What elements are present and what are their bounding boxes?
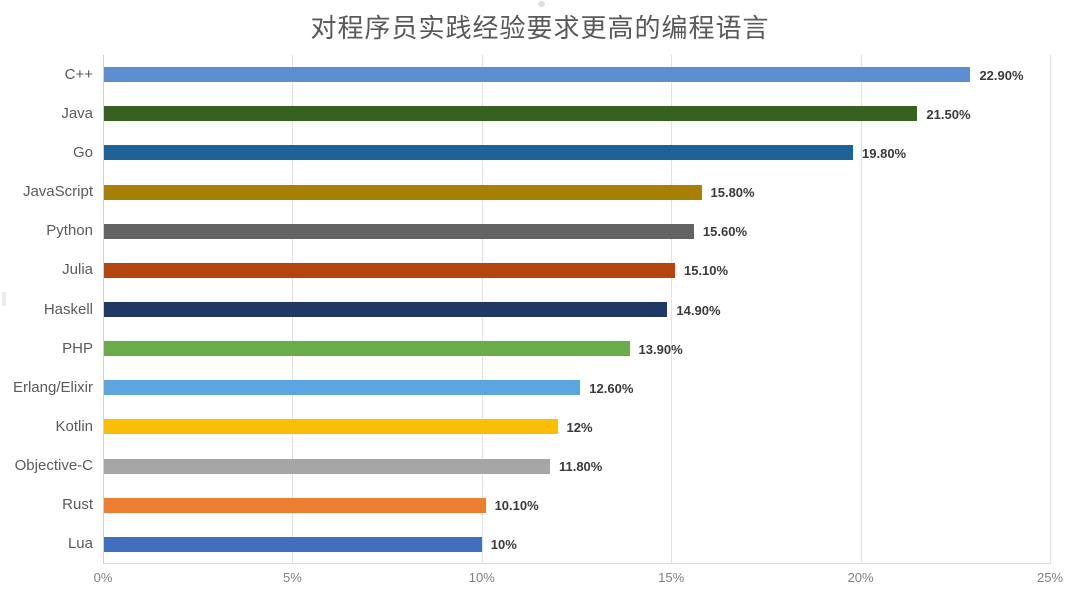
bar-value-label: 19.80% bbox=[862, 145, 907, 161]
bar-julia bbox=[103, 262, 675, 278]
bar-objective-c bbox=[103, 458, 550, 474]
gridline-25% bbox=[1050, 55, 1051, 564]
category-label-python: Python bbox=[46, 222, 93, 240]
bar-value-label: 10% bbox=[490, 537, 517, 553]
x-tick-5%: 5% bbox=[282, 570, 302, 585]
category-label-lua: Lua bbox=[67, 535, 93, 553]
category-label-java: Java bbox=[61, 104, 93, 122]
bar-value-label: 15.60% bbox=[702, 224, 748, 240]
category-label-haskell: Haskell bbox=[43, 300, 93, 318]
x-tick-25%: 25% bbox=[1036, 570, 1064, 585]
bar-value-label: 22.90% bbox=[979, 67, 1024, 83]
chart-title: 对程序员实践经验要求更高的编程语言 bbox=[310, 13, 770, 43]
bar-value-label: 15.80% bbox=[710, 185, 755, 201]
category-label-kotlin: Kotlin bbox=[55, 417, 93, 435]
bar-value-label: 21.50% bbox=[926, 106, 971, 122]
x-axis-line bbox=[103, 563, 1051, 564]
bar-go bbox=[103, 145, 854, 161]
bar-value-label: 15.10% bbox=[683, 263, 729, 279]
category-label-javascript: JavaScript bbox=[22, 183, 93, 201]
bar-value-label: 12.60% bbox=[589, 380, 634, 396]
bar-kotlin bbox=[103, 419, 558, 435]
top-artifact-dot bbox=[538, 1, 545, 7]
left-edge-artifact bbox=[2, 292, 6, 306]
bar-java bbox=[103, 106, 918, 122]
plot-area: 22.90% 21.50% 19.80% 15.80% 15.60% 15.10% 14.9… bbox=[103, 55, 1051, 564]
bar-value-label: 11.80% bbox=[558, 459, 603, 475]
bar-haskell bbox=[103, 302, 668, 317]
x-tick-0%: 0% bbox=[93, 570, 113, 585]
category-label-objective-c: Objective-C bbox=[14, 457, 93, 475]
bar-c- bbox=[103, 67, 971, 83]
gridline-20% bbox=[861, 55, 862, 564]
category-label-rust: Rust bbox=[62, 496, 93, 514]
bar-javascript bbox=[103, 184, 702, 200]
bar-lua bbox=[103, 536, 482, 552]
category-label-go: Go bbox=[72, 143, 93, 161]
gridline-15% bbox=[671, 55, 672, 564]
x-tick-10%: 10% bbox=[468, 570, 495, 585]
bar-value-label: 13.90% bbox=[638, 341, 683, 357]
x-tick-20%: 20% bbox=[847, 570, 874, 585]
bar-value-label: 14.90% bbox=[676, 302, 721, 318]
category-label-c-: C++ bbox=[64, 65, 93, 83]
bar-python bbox=[103, 223, 694, 239]
category-label-php: PHP bbox=[62, 339, 93, 357]
bar-value-label: 10.10% bbox=[494, 498, 539, 514]
category-label-erlang-elixir: Erlang/Elixir bbox=[12, 378, 93, 396]
bar-erlang-elixir bbox=[103, 380, 581, 396]
bar-value-label: 12% bbox=[566, 419, 593, 435]
x-tick-15%: 15% bbox=[658, 570, 685, 585]
bar-php bbox=[103, 341, 630, 357]
y-axis-line bbox=[103, 55, 104, 564]
bar-rust bbox=[103, 497, 486, 513]
category-label-julia: Julia bbox=[62, 261, 93, 279]
